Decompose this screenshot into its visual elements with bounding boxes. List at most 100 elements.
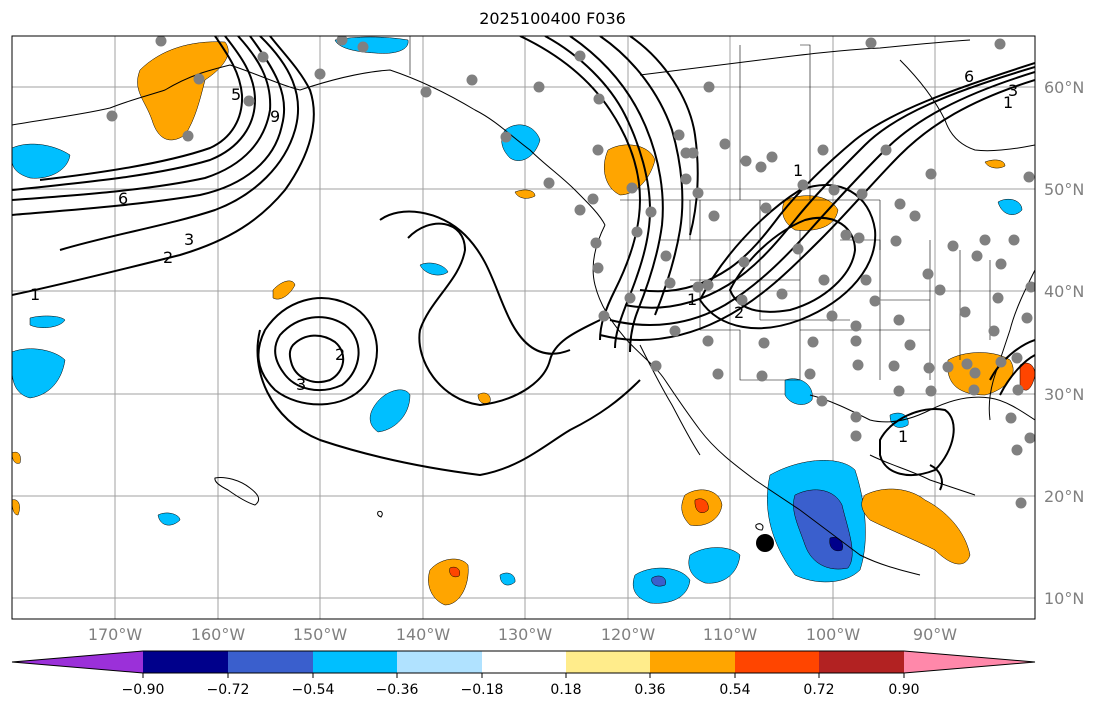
contour-label: 1 [687,290,697,309]
shade-orange-alaska [137,41,229,141]
shade-orange-small-3 [984,159,1006,169]
shade-red-clipperton [694,498,709,513]
contour-broad-pac [256,329,641,477]
contour-label: 1 [898,427,908,446]
lat-label: 30°N [1044,385,1085,404]
colorbar-tick-label: −0.36 [375,682,419,698]
contour-gulf-tail [929,464,943,491]
contour-lines [12,36,1035,491]
contour-3-west [12,36,286,216]
contour-label: 1 [30,285,40,304]
coast-hudson [899,59,1035,152]
colorbar [11,650,1036,678]
contour-label: 1 [793,161,803,180]
colorbar-segment [735,651,819,673]
contour-trough-1 [599,79,1035,341]
station-dots [106,36,1035,509]
contour-label-group: 6 3 2 1 5 9 2 3 1 2 1 6 3 1 1 [30,67,1018,446]
contour-inner-loop-2 [274,316,360,392]
lon-label: 140°W [395,625,451,644]
contour-inner-loop-1 [257,297,378,406]
contour-label: 3 [1008,81,1018,100]
island-small-1 [377,510,383,518]
shade-lightblue-gulf-ak [334,36,409,54]
contour-1-west [12,36,315,296]
coast-alaska [12,64,606,226]
contour-ridge-5 [629,36,699,236]
contour-outer-pac [407,222,601,407]
contour-ridge-3 [569,36,664,353]
lon-label: 90°W [912,625,958,644]
lon-label: 130°W [497,625,553,644]
contour-se-loop [989,339,1035,381]
shade-orange-small-4 [12,451,21,464]
contour-6-west [39,36,244,181]
coast-yucatan [869,454,976,496]
shade-lightblue-mex-pac [688,547,741,584]
colorbar-tick-label: −0.54 [291,682,335,698]
contour-broad-pac2 [379,210,571,355]
coast-west-us [592,224,921,576]
colorbar-tick-label: 0.72 [803,682,835,698]
colorbar-tick-label: 0.54 [719,682,751,698]
shade-lightblue-small-4 [157,512,181,526]
shade-lightblue-small-2 [29,315,66,328]
contour-label: 2 [335,345,345,364]
coast-gulf [809,394,1035,423]
shade-red-se [1019,362,1035,391]
colorbar-segment [143,651,228,673]
shade-blue-mex-pac2 [651,575,666,587]
shade-orange-small-1 [514,189,536,199]
lon-label: 100°W [805,625,861,644]
coast-east-us [988,269,1035,421]
contour-5-west [12,36,257,191]
colorbar-segment [397,651,482,673]
lon-label: 150°W [292,625,348,644]
contour-label: 6 [964,67,974,86]
contour-label: 5 [231,85,241,104]
storm-center-marker [756,534,774,552]
colorbar-segment [819,651,904,673]
colorbar-segment [650,651,735,673]
colorbar-tick-label: 0.90 [888,682,920,698]
contour-label: 2 [163,248,173,267]
colorbar-tick-label: −0.72 [206,682,250,698]
contour-label: 3 [184,230,194,249]
coast-baja [639,344,701,456]
shade-orange-small-2 [477,392,491,404]
anomaly-shading [12,36,1035,606]
lat-label: 20°N [1044,487,1085,506]
colorbar-max-extend [904,651,1035,673]
contour-ridge-1 [519,36,642,341]
lon-label: 110°W [702,625,758,644]
gridlines [12,36,1035,619]
contour-ridge-2 [544,36,652,349]
colorbar-segment [482,651,566,673]
colorbar-segment [228,651,313,673]
colorbar-tick-label: 0.36 [634,682,666,698]
contour-inner-loop-3 [288,334,345,384]
contour-se-loop2 [999,354,1035,396]
shade-lightblue-small-1 [419,262,449,276]
shade-orange-cal [272,280,296,300]
coast-canada-north [639,39,971,76]
contour-closed-plains [698,184,877,330]
colorbar-tick-label: −0.18 [460,682,504,698]
contour-4-west [12,36,272,201]
colorbar-segment [566,651,650,673]
lat-label: 40°N [1044,282,1085,301]
shade-orange-central-america [861,488,971,565]
contour-closed-plains-inner [728,217,857,313]
map-title: 2025100400 F036 [479,9,626,28]
shade-lightblue-ne-pacific [12,143,71,179]
island-small-2 [755,523,764,531]
shade-lightblue-hawaii [12,348,66,399]
contour-label: 3 [296,375,306,394]
shade-red-pac-south [449,566,460,578]
shade-lightblue-small-3 [499,572,516,586]
lat-label: 10°N [1044,589,1085,608]
contour-label: 1 [1003,93,1013,112]
colorbar-segment [313,651,397,673]
map-frame [11,35,1036,620]
contour-trough-2 [609,71,1035,326]
